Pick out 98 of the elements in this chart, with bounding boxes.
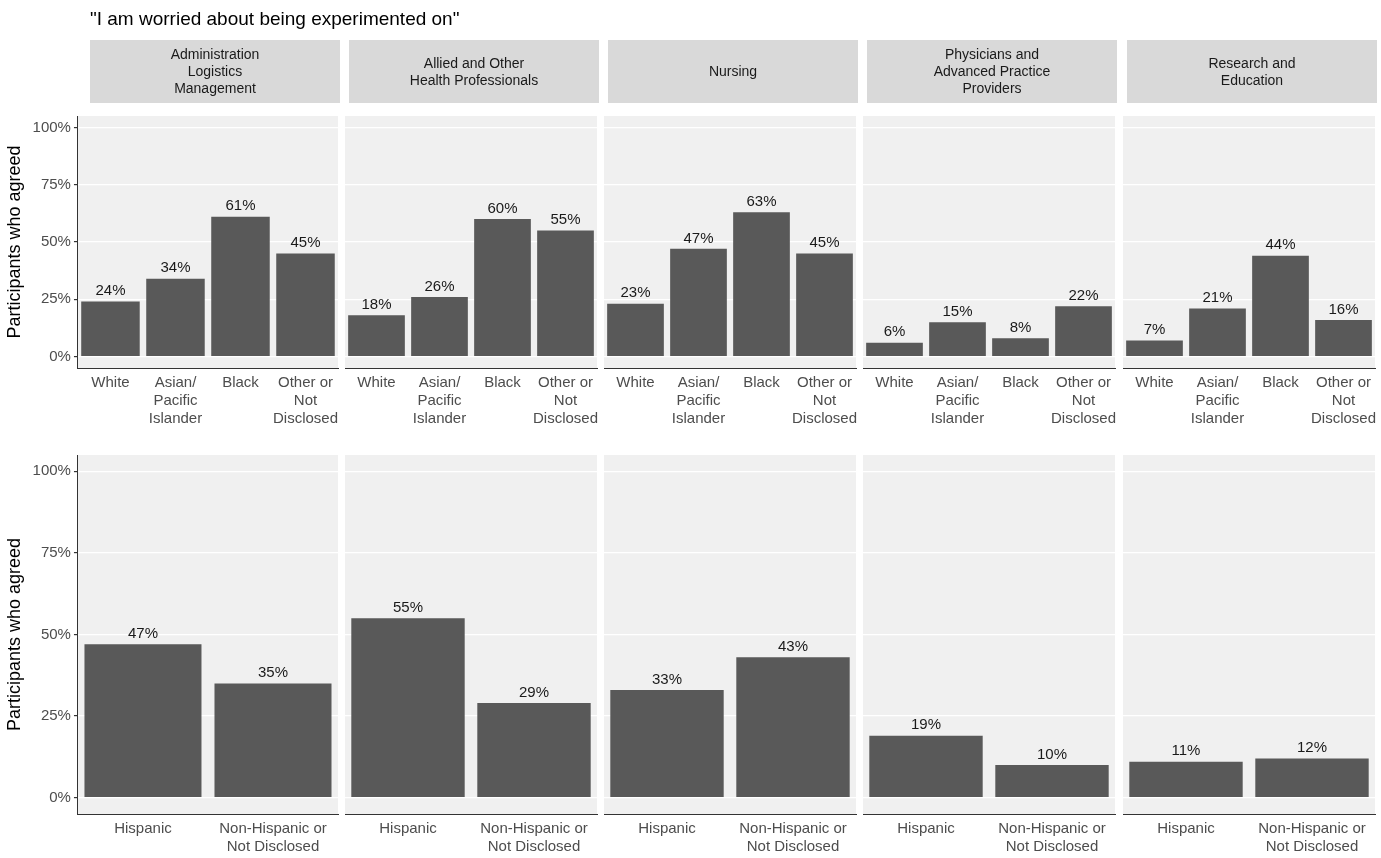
x-tick-label: Asian/ Pacific Islander [671,373,726,427]
data-label: 15% [942,301,973,319]
bar [1315,319,1372,356]
data-label: 7% [1143,320,1166,338]
x-tick-label: Hispanic [638,819,697,837]
data-label: 55% [392,597,424,615]
bar [796,253,853,356]
data-label: 47% [127,623,158,641]
data-label: 29% [518,682,550,700]
x-tick-label: White [357,373,396,391]
data-label: 11% [1171,741,1201,759]
x-tick-label: Black [743,373,781,391]
x-tick-label: Asian/ Pacific Islander [148,373,203,427]
bar [607,303,664,356]
bar [733,212,790,356]
data-label: 44% [1265,235,1296,253]
x-tick-label: Non-Hispanic or Not Disclosed [480,819,588,855]
data-label: 8% [1009,317,1032,335]
data-label: 24% [95,281,126,299]
bar [1189,308,1246,356]
data-label: 33% [651,669,683,687]
y-tick-label: 75% [40,174,71,192]
x-tick-label: White [875,373,914,391]
bar [1126,340,1183,356]
chart-subtitle: Administration Logistics Management [90,40,340,103]
x-tick-label: Black [222,373,260,391]
x-tick-label: Other or Not Disclosed [1050,373,1117,427]
x-tick-label: White [616,373,655,391]
chart-title: "I am worried about being experimented on" [90,8,460,30]
chart-subtitle: Physicians and Advanced Practice Providers [867,40,1117,103]
x-tick-label: Non-Hispanic or Not Disclosed [998,819,1106,855]
data-label: 55% [550,210,581,228]
data-label: 45% [290,233,321,251]
bar [411,296,468,356]
x-tick-label: Non-Hispanic or Not Disclosed [739,819,847,855]
bar [670,248,727,356]
chart-subtitle: Nursing [608,40,858,103]
y-axis-title: Participants who agreed [3,537,24,732]
chart-subtitle: Research and Education [1127,40,1377,103]
data-label: 47% [683,228,714,246]
data-label: 10% [1036,744,1068,762]
y-tick-label: 0% [49,346,71,364]
y-tick-label: 25% [40,289,71,307]
bar [537,230,594,356]
data-label: 61% [225,196,256,214]
data-label: 34% [160,258,191,276]
data-label: 23% [620,283,651,301]
x-tick-label: Other or Not Disclosed [272,373,339,427]
y-tick-label: 50% [40,624,71,642]
x-tick-label: Hispanic [379,819,438,837]
data-label: 22% [1068,285,1099,303]
x-tick-label: Black [484,373,522,391]
x-tick-label: White [1135,373,1174,391]
bar [474,219,531,356]
x-tick-label: Hispanic [897,819,956,837]
x-tick-label: White [91,373,130,391]
chart-subtitle: Allied and Other Health Professionals [349,40,599,103]
x-tick-label: Non-Hispanic or Not Disclosed [219,819,327,855]
x-tick-label: Other or Not Disclosed [1310,373,1377,427]
bar [1055,306,1112,356]
data-label: 21% [1202,288,1233,306]
data-label: 63% [746,191,777,209]
bar [1252,255,1309,356]
x-tick-label: Asian/ Pacific Islander [930,373,985,427]
data-label: 18% [361,294,392,312]
data-label: 19% [910,715,942,733]
data-label: 16% [1328,299,1359,317]
x-tick-label: Black [1002,373,1040,391]
x-tick-label: Asian/ Pacific Islander [412,373,467,427]
y-tick-label: 50% [40,232,71,250]
x-tick-label: Asian/ Pacific Islander [1190,373,1245,427]
bar [992,338,1049,356]
bar [866,342,923,356]
x-tick-label: Other or Not Disclosed [791,373,858,427]
bar [929,322,986,356]
x-tick-label: Hispanic [1157,819,1216,837]
data-label: 43% [777,636,809,654]
x-tick-label: Non-Hispanic or Not Disclosed [1258,819,1366,855]
data-label: 12% [1296,738,1328,756]
x-tick-label: Black [1262,373,1300,391]
data-label: 60% [487,198,518,216]
data-label: 6% [883,322,906,340]
x-tick-label: Hispanic [114,819,173,837]
y-tick-label: 100% [32,461,71,479]
y-axis-title: Participants who agreed [3,145,24,339]
bar [211,216,270,356]
bar [81,301,140,356]
x-tick-label: Other or Not Disclosed [532,373,599,427]
y-tick-label: 75% [40,543,71,561]
bar [276,253,335,356]
data-label: 26% [424,276,455,294]
bar [348,315,405,356]
data-label: 35% [257,663,289,681]
y-tick-label: 0% [49,787,71,805]
y-tick-label: 100% [32,117,71,135]
bar [146,278,205,356]
data-label: 45% [809,233,840,251]
y-tick-label: 25% [40,706,71,724]
